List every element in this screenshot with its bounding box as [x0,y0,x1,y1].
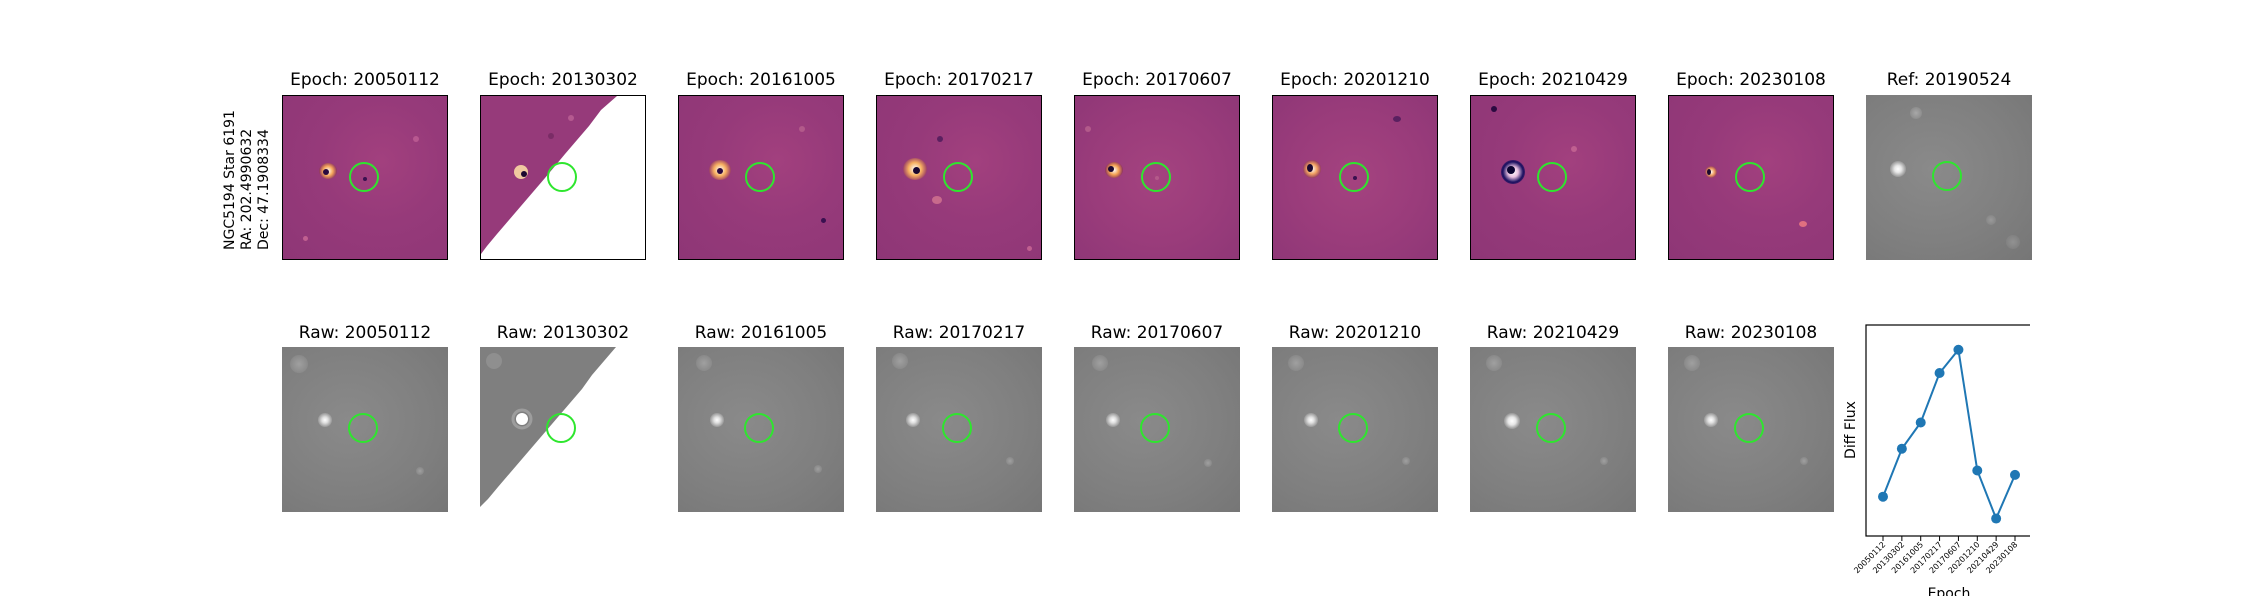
diff-flux-light-curve: 2005011220130302201610052017021720170607… [1843,324,2030,596]
panel-title: Epoch: 20130302 [488,70,638,90]
aperture-circle [547,162,577,192]
reference-image [1866,95,2032,260]
data-point [1953,344,1964,355]
panel-title: Raw: 20170607 [1090,323,1224,343]
y-axis-label: Diff Flux [1843,401,1859,459]
aperture-circle [348,413,378,443]
raw-image [678,347,844,512]
panel-title: Raw: 20230108 [1684,323,1818,343]
difference-image [1470,95,1636,260]
data-point [1915,417,1926,428]
aperture-circle [1536,413,1566,443]
star-dec: Dec: 47.1908334 [256,129,272,250]
aperture-circle [1141,162,1171,192]
difference-image [1272,95,1438,260]
raw-image [1074,347,1240,512]
data-point [2010,469,2020,480]
aperture-circle [1734,413,1764,443]
data-point [1896,443,1907,454]
panel-title: Raw: 20210429 [1486,323,1620,343]
panel-title: Epoch: 20050112 [290,70,440,90]
raw-image [876,347,1042,512]
difference-image-masked [480,95,646,260]
plot-frame [1865,324,2030,537]
panel-title: Ref: 20190524 [1886,70,2012,90]
data-point [1972,465,1983,476]
aperture-circle [1338,413,1368,443]
star-identifier-label: NGC5194 Star 6191 RA: 202.4990632 Dec: 4… [222,75,272,255]
difference-image [282,95,448,260]
panel-title: Raw: 20170217 [892,323,1026,343]
raw-image [282,347,448,512]
aperture-circle [1140,413,1170,443]
panel-title: Epoch: 20210429 [1478,70,1628,90]
aperture-circle [1339,162,1369,192]
data-point [1991,513,2002,524]
aperture-circle [1932,161,1962,191]
aperture-circle [1537,162,1567,192]
data-point [1934,368,1945,379]
raw-image [1668,347,1834,512]
aperture-circle [942,413,972,443]
aperture-circle [349,162,379,192]
panel-title: Raw: 20201210 [1288,323,1422,343]
aperture-circle [943,162,973,192]
aperture-circle [745,162,775,192]
aperture-circle [744,413,774,443]
raw-image [1272,347,1438,512]
difference-image [1668,95,1834,260]
panel-title: Raw: 20130302 [496,323,630,343]
difference-image [876,95,1042,260]
panel-title: Raw: 20161005 [694,323,828,343]
panel-title: Epoch: 20201210 [1280,70,1430,90]
raw-image-masked [480,347,646,512]
aperture-circle [546,413,576,443]
star-ra: RA: 202.4990632 [239,128,255,250]
series-line [1882,347,2016,522]
panel-title: Epoch: 20161005 [686,70,836,90]
star-name: NGC5194 Star 6191 [222,110,238,250]
difference-image [1074,95,1240,260]
x-axis-label: Epoch [1928,586,1971,596]
panel-title: Raw: 20050112 [298,323,432,343]
raw-image [1470,347,1636,512]
panel-title: Epoch: 20170217 [884,70,1034,90]
panel-title: Epoch: 20170607 [1082,70,1232,90]
difference-image [678,95,844,260]
aperture-circle [1735,162,1765,192]
panel-title: Epoch: 20230108 [1676,70,1826,90]
data-point [1878,491,1888,502]
